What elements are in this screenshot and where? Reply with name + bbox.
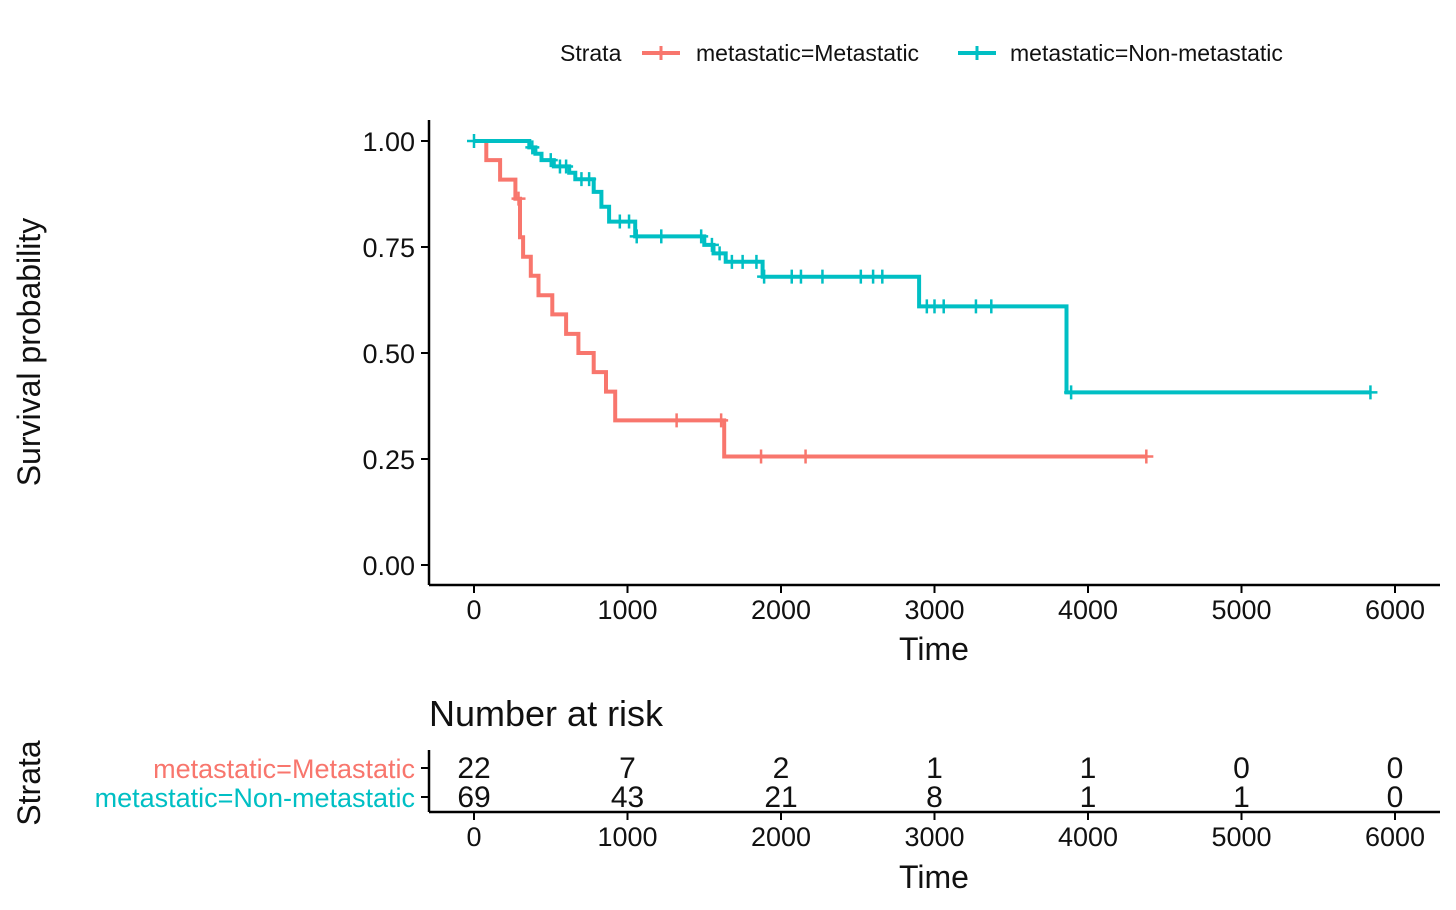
survival-curve-metastatic (474, 139, 1147, 459)
x-tick-label: 3000 (904, 595, 964, 625)
risk-x-tick-label: 1000 (597, 822, 657, 852)
risk-table-title: Number at risk (429, 693, 664, 734)
censor-mark (704, 237, 719, 252)
censor-mark (1064, 385, 1079, 400)
censor-marks-metastatic (511, 191, 1154, 464)
censor-mark (815, 269, 830, 284)
survival-curve-non-metastatic (474, 139, 1371, 395)
x-tick-label: 1000 (597, 595, 657, 625)
risk-x-tick-label: 5000 (1211, 822, 1271, 852)
survival-plot: 0 1000 2000 3000 4000 5000 6000 0.00 0.25 0.50 0.7… (11, 120, 1440, 667)
x-axis-title: Time (899, 631, 969, 667)
censor-mark (968, 299, 983, 314)
censor-mark (984, 299, 999, 314)
risk-count: 8 (926, 781, 943, 814)
censor-mark (749, 254, 764, 269)
risk-count: 0 (1387, 752, 1404, 785)
censor-mark (735, 254, 750, 269)
y-tick-label: 0.75 (362, 233, 415, 263)
censor-mark (543, 153, 558, 168)
y-tick-label: 0.50 (362, 339, 415, 369)
censor-mark (559, 159, 574, 174)
censor-mark (793, 269, 808, 284)
censor-marks-non-metastatic (467, 134, 1378, 400)
risk-count: 0 (1233, 752, 1250, 785)
risk-count: 21 (764, 781, 797, 814)
censor-mark (1363, 385, 1378, 400)
y-tick-label: 0.00 (362, 551, 415, 581)
censor-mark (712, 246, 727, 261)
censor-mark (629, 229, 644, 244)
risk-count: 1 (1233, 781, 1250, 814)
risk-x-tick-label: 0 (466, 822, 481, 852)
censor-mark (669, 413, 684, 428)
x-tick-label: 2000 (751, 595, 811, 625)
x-tick-label: 5000 (1211, 595, 1271, 625)
censor-mark (798, 449, 813, 464)
censor-mark (1139, 449, 1154, 464)
legend-entry-label: metastatic=Non-metastatic (1010, 40, 1283, 66)
censor-mark (511, 191, 526, 206)
risk-count: 22 (457, 752, 490, 785)
risk-table-strata-title: Strata (11, 740, 47, 826)
risk-count: 43 (611, 781, 644, 814)
risk-count: 1 (1080, 781, 1097, 814)
censor-mark (875, 269, 890, 284)
risk-count: 1 (926, 752, 943, 785)
y-tick-label: 1.00 (362, 127, 415, 157)
censor-mark (694, 229, 709, 244)
risk-count: 0 (1387, 781, 1404, 814)
legend-title: Strata (560, 40, 622, 66)
y-tick-label: 0.25 (362, 445, 415, 475)
risk-count: 2 (773, 752, 790, 785)
risk-count: 7 (619, 752, 636, 785)
censor-mark (467, 134, 481, 148)
legend-entry-label: metastatic=Metastatic (696, 40, 919, 66)
risk-strata-label: metastatic=Metastatic (153, 754, 415, 784)
x-tick-label: 0 (466, 595, 481, 625)
legend: Strata metastatic=Metastatic metastatic=N… (560, 40, 1283, 66)
risk-x-tick-label: 4000 (1058, 822, 1118, 852)
risk-x-axis-title: Time (899, 859, 969, 895)
censor-mark (622, 214, 637, 229)
censor-mark (582, 172, 597, 187)
x-tick-label: 6000 (1365, 595, 1425, 625)
censor-mark (654, 229, 669, 244)
risk-x-tick-label: 6000 (1365, 822, 1425, 852)
risk-count: 69 (457, 781, 490, 814)
censor-mark (525, 140, 540, 155)
risk-count: 1 (1080, 752, 1097, 785)
y-axis-title: Survival probability (11, 218, 47, 487)
risk-x-tick-label: 3000 (904, 822, 964, 852)
censor-mark (757, 269, 772, 284)
x-tick-label: 4000 (1058, 595, 1118, 625)
censor-mark (853, 269, 868, 284)
censor-mark (714, 413, 729, 428)
risk-table: Number at risk Strata metastatic=Metasta… (11, 693, 1440, 895)
censor-mark (754, 449, 769, 464)
risk-x-tick-label: 2000 (751, 822, 811, 852)
risk-strata-label: metastatic=Non-metastatic (95, 783, 415, 813)
censor-mark (936, 299, 951, 314)
